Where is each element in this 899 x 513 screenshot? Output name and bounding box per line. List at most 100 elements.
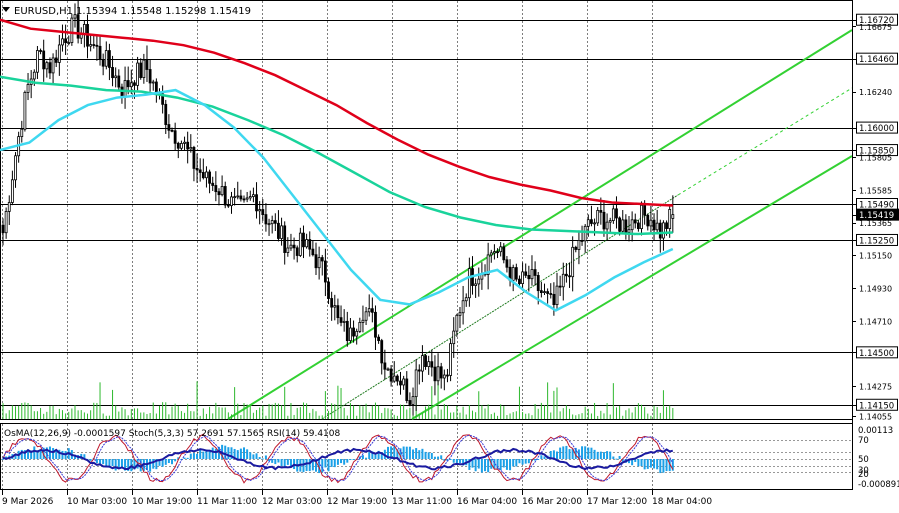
candle-body: [374, 311, 377, 338]
osma-bar: [274, 459, 277, 465]
candle-body: [615, 208, 618, 219]
osma-bar: [393, 446, 396, 459]
candle-body: [308, 239, 312, 250]
candle-body: [120, 86, 124, 98]
candle-body: [605, 221, 609, 230]
osma-bar: [39, 449, 42, 459]
chevron-down-icon[interactable]: [2, 7, 10, 12]
osma-bar: [656, 459, 659, 470]
ohlc-readout: 1.15394 1.15548 1.15298 1.15419: [76, 6, 251, 17]
osma-bar: [509, 459, 512, 471]
candle-body: [493, 251, 496, 254]
candle-body: [76, 14, 80, 39]
indicator-axis-top: 0.00113: [858, 426, 893, 436]
candle-body: [658, 222, 662, 239]
candle-body: [32, 71, 36, 80]
main-price-panel[interactable]: [0, 0, 853, 420]
indicator-level-label: 20: [858, 470, 869, 480]
osma-bar: [343, 459, 346, 465]
osma-bar: [559, 447, 562, 459]
osma-bar: [537, 459, 540, 460]
time-axis[interactable]: 9 Mar 2026 10 Mar 03:00 10 Mar 19:00 11 Mar…: [2, 490, 712, 507]
candle-body: [533, 269, 537, 276]
stoch-main-line: [2, 433, 674, 484]
candle-body: [380, 340, 384, 364]
osma-bar: [380, 452, 383, 459]
osma-bar: [396, 449, 399, 459]
osma-bar: [99, 459, 102, 465]
time-axis-label: 16 Mar 20:00: [522, 497, 582, 507]
candle-body: [630, 219, 634, 231]
osma-bar: [499, 459, 502, 471]
candle-body: [255, 194, 258, 212]
time-axis-label: 13 Mar 11:00: [392, 497, 452, 507]
indicator-label: OsMA(12,26,9) -0.0001597 Stoch(5,3,3) 57…: [4, 429, 340, 439]
price-axis-label: 1.15250: [859, 236, 894, 246]
candle-body: [211, 182, 215, 186]
osma-bar: [371, 451, 374, 459]
indicator-level-label: 50: [858, 455, 869, 465]
candle-body: [39, 50, 42, 52]
price-axis-label: 1.16000: [859, 124, 894, 134]
osma-bar: [458, 459, 461, 463]
time-axis-label: 11 Mar 11:00: [197, 497, 257, 507]
candle-body: [402, 378, 406, 386]
osma-bar: [174, 459, 177, 462]
candle-body: [273, 220, 277, 224]
candle-body: [258, 209, 262, 212]
candle-body: [652, 219, 656, 231]
candle-body: [311, 248, 315, 256]
time-axis-label: 17 Mar 12:00: [587, 497, 647, 507]
candle-body: [10, 179, 14, 203]
candle-body: [317, 257, 321, 269]
osma-bar: [599, 451, 602, 459]
ema144-line: [0, 75, 673, 236]
candle-body: [565, 273, 568, 277]
osma-bar: [102, 459, 105, 465]
candle-body: [264, 214, 268, 225]
candle-body: [342, 320, 346, 323]
candle-body: [370, 308, 374, 313]
osma-bar: [602, 452, 605, 459]
candle-body: [4, 211, 8, 234]
candle-body: [408, 400, 412, 405]
level-price-tag: [856, 121, 898, 134]
osma-bar: [302, 459, 305, 473]
osma-bar: [574, 447, 577, 459]
osma-bar: [208, 450, 211, 459]
candle-body: [133, 82, 136, 86]
candle-body: [649, 219, 653, 227]
candle-body: [170, 129, 174, 132]
osma-bar: [55, 449, 58, 459]
level-price-tag: [856, 144, 898, 157]
osma-bar: [117, 459, 120, 469]
indicator-panel[interactable]: OsMA(12,26,9) -0.0001597 Stoch(5,3,3) 57…: [0, 423, 899, 491]
candle-body: [195, 168, 199, 171]
osma-bar: [14, 454, 17, 459]
candle-body: [183, 141, 186, 144]
osma-bar: [477, 459, 480, 469]
candle-body: [261, 209, 265, 216]
candle-body: [298, 232, 302, 256]
candle-body: [671, 214, 675, 219]
candle-body: [26, 84, 30, 93]
candle-body: [286, 247, 290, 253]
candle-body: [327, 281, 330, 299]
candle-body: [186, 141, 190, 150]
candle-body: [555, 285, 559, 306]
candle-body: [608, 220, 612, 223]
candle-body: [305, 239, 309, 248]
candle-body: [514, 267, 518, 280]
osma-bar: [502, 459, 505, 468]
volume-bars: [2, 381, 674, 419]
osma-bar: [167, 459, 170, 464]
candle-body: [414, 369, 418, 398]
time-axis-label: 12 Mar 19:00: [327, 497, 387, 507]
osma-bar: [239, 448, 242, 459]
osma-bar: [61, 450, 64, 459]
candle-body: [530, 269, 534, 280]
osma-bar: [205, 449, 208, 459]
candle-body: [180, 143, 183, 149]
